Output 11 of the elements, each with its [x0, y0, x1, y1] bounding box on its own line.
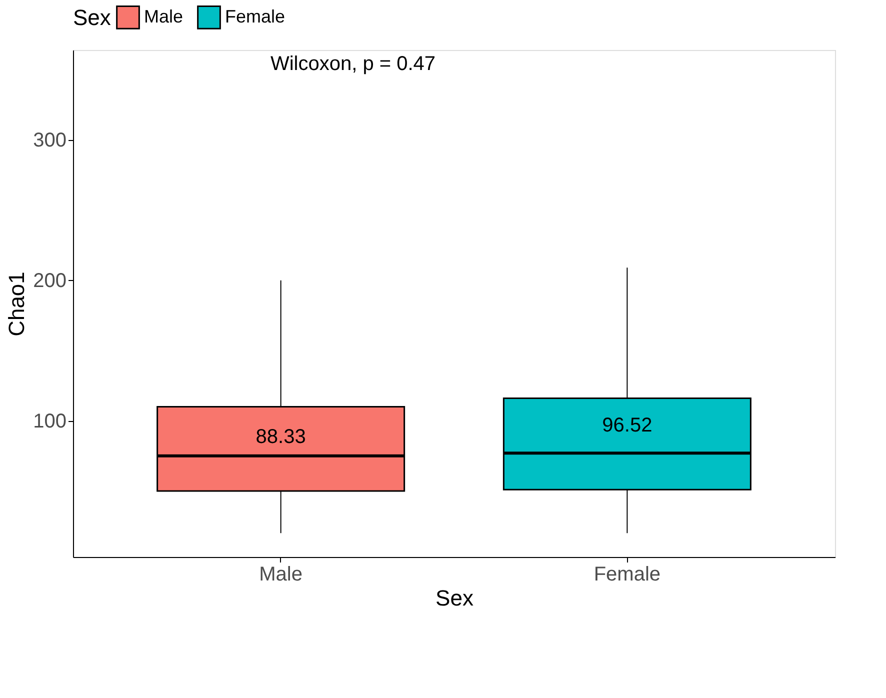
x-axis-title: Sex: [436, 586, 474, 610]
annotation: 96.52: [602, 414, 652, 437]
annotation: Wilcoxon, p = 0.47: [270, 53, 436, 75]
legend-label: Female: [225, 6, 286, 26]
legend-label: Male: [144, 6, 184, 26]
legend-title: Sex: [73, 5, 111, 30]
y-tick-label: 300: [33, 129, 66, 152]
y-axis-title: Chao1: [4, 272, 30, 336]
y-tick-label: 100: [33, 410, 66, 432]
annotation: 88.33: [256, 426, 306, 448]
y-tick-label: 200: [33, 270, 66, 292]
